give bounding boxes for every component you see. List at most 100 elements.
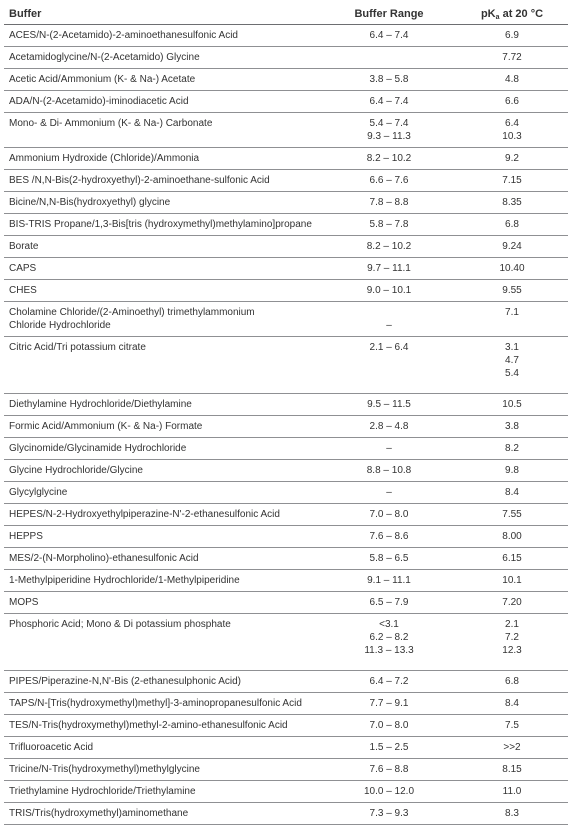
pka-cell: 8.4 [456, 482, 568, 503]
pka-cell-line: 3.8 [505, 421, 519, 432]
range-cell-line: 5.8 – 6.5 [369, 553, 409, 564]
header-pka-subscript: a [495, 14, 500, 21]
range-cell: 8.2 – 10.2 [322, 148, 456, 169]
buffer-cell-line: HEPES/N-2-Hydroxyethylpiperazine-N'-2-et… [9, 509, 280, 520]
table-row: Phosphoric Acid; Mono & Di potassium pho… [4, 614, 568, 671]
range-cell-line: 2.1 – 6.4 [369, 342, 409, 353]
pka-cell-line: 10.40 [499, 263, 525, 274]
range-cell: – [322, 482, 456, 503]
table-body: ACES/N-(2-Acetamido)-2-aminoethanesulfon… [4, 25, 568, 825]
header-pka: pKa at 20 °C [456, 8, 568, 21]
pka-cell-line: 9.55 [502, 285, 522, 296]
buffer-cell-line: ADA/N-(2-Acetamido)-iminodiacetic Acid [9, 96, 189, 107]
buffer-cell-line: Glycylglycine [9, 487, 68, 498]
pka-cell: 7.15 [456, 170, 568, 191]
range-cell-line: 5.8 – 7.8 [369, 219, 409, 230]
range-cell: 3.8 – 5.8 [322, 69, 456, 90]
pka-cell: 7.1 [456, 302, 568, 336]
range-cell-line: 1.5 – 2.5 [369, 742, 409, 753]
range-cell: 9.1 – 11.1 [322, 570, 456, 591]
range-cell-line: – [386, 320, 392, 331]
buffer-cell: Mono- & Di- Ammonium (K- & Na-) Carbonat… [4, 113, 322, 147]
buffer-cell: Glycinomide/Glycinamide Hydrochloride [4, 438, 322, 459]
buffer-cell-line: ACES/N-(2-Acetamido)-2-aminoethanesulfon… [9, 30, 238, 41]
range-cell-line: 8.2 – 10.2 [366, 241, 412, 252]
range-cell-line: 7.8 – 8.8 [369, 197, 409, 208]
pka-cell-line: 6.8 [505, 219, 519, 230]
buffer-cell: Bicine/N,N-Bis(hydroxyethyl) glycine [4, 192, 322, 213]
buffer-cell-line: TRIS/Tris(hydroxymethyl)aminomethane [9, 808, 189, 819]
table-row: Glycine Hydrochloride/Glycine 8.8 – 10.8 9… [4, 460, 568, 482]
table-row: Trifluoroacetic Acid 1.5 – 2.5 >>2 [4, 737, 568, 759]
pka-cell-line: >>2 [503, 742, 521, 753]
table-row: Cholamine Chloride/(2-Aminoethyl) trimet… [4, 302, 568, 337]
range-cell-line: 7.6 – 8.8 [369, 764, 409, 775]
pka-cell-line: 6.8 [505, 676, 519, 687]
table-header: Buffer Buffer Range pKa at 20 °C [4, 4, 568, 25]
pka-cell-line: 7.1 [505, 307, 519, 318]
pka-cell-line: 9.24 [502, 241, 522, 252]
table-row: Ammonium Hydroxide (Chloride)/Ammonia 8.2… [4, 148, 568, 170]
pka-cell: 2.1 7.2 12.3 [456, 614, 568, 661]
buffer-cell-line: Formic Acid/Ammonium (K- & Na-) Formate [9, 421, 203, 432]
buffer-cell-line: Bicine/N,N-Bis(hydroxyethyl) glycine [9, 197, 171, 208]
range-cell: 6.6 – 7.6 [322, 170, 456, 191]
pka-cell-line: 6.9 [505, 30, 519, 41]
pka-cell: 6.6 [456, 91, 568, 112]
table-row: Formic Acid/Ammonium (K- & Na-) Formate 2… [4, 416, 568, 438]
pka-cell-line: 7.15 [502, 175, 522, 186]
buffer-cell-line: Cholamine Chloride/(2-Aminoethyl) trimet… [9, 307, 255, 318]
range-cell-line: 10.0 – 12.0 [363, 786, 415, 797]
table-row: Acetamidoglycine/N-(2-Acetamido) Glycine… [4, 47, 568, 69]
pka-cell: 4.8 [456, 69, 568, 90]
pka-cell: 7.72 [456, 47, 568, 68]
table-row: ACES/N-(2-Acetamido)-2-aminoethanesulfon… [4, 25, 568, 47]
pka-cell-line: 12.3 [502, 645, 522, 656]
table-row: Mono- & Di- Ammonium (K- & Na-) Carbonat… [4, 113, 568, 148]
pka-cell-line: 5.4 [505, 368, 519, 379]
buffer-cell-line: Triethylamine Hydrochloride/Triethylamin… [9, 786, 196, 797]
buffer-cell-line: 1-Methylpiperidine Hydrochloride/1-Methy… [9, 575, 240, 586]
range-cell-line: 2.8 – 4.8 [369, 421, 409, 432]
table-row: MOPS 6.5 – 7.9 7.20 [4, 592, 568, 614]
table-row: PIPES/Piperazine-N,N'-Bis (2-ethanesulph… [4, 671, 568, 693]
range-cell-line: 11.3 – 13.3 [364, 645, 414, 656]
range-cell-line: 9.3 – 11.3 [367, 131, 411, 142]
range-cell: 7.7 – 9.1 [322, 693, 456, 714]
pka-cell-line: 8.35 [502, 197, 522, 208]
buffer-cell: Trifluoroacetic Acid [4, 737, 322, 758]
buffer-cell-line: CAPS [9, 263, 37, 274]
table-row: Glycylglycine – 8.4 [4, 482, 568, 504]
range-cell-line: 9.5 – 11.5 [367, 399, 411, 410]
buffer-cell: Acetic Acid/Ammonium (K- & Na-) Acetate [4, 69, 322, 90]
pka-cell-line: 10.3 [502, 131, 522, 142]
buffer-cell: 1-Methylpiperidine Hydrochloride/1-Methy… [4, 570, 322, 591]
buffer-cell: Glycylglycine [4, 482, 322, 503]
range-cell: 7.3 – 9.3 [322, 803, 456, 824]
range-cell [322, 47, 456, 68]
table-row: 1-Methylpiperidine Hydrochloride/1-Methy… [4, 570, 568, 592]
header-buffer-range: Buffer Range [354, 8, 424, 20]
pka-cell: 3.1 4.7 5.4 [456, 337, 568, 384]
range-cell: 5.8 – 6.5 [322, 548, 456, 569]
range-cell: 5.8 – 7.8 [322, 214, 456, 235]
pka-cell: 6.4 10.3 [456, 113, 568, 147]
range-cell-line [322, 51, 456, 64]
range-cell-line: 3.8 – 5.8 [369, 74, 409, 85]
table-row: Acetic Acid/Ammonium (K- & Na-) Acetate 3… [4, 69, 568, 91]
range-cell: 7.0 – 8.0 [322, 715, 456, 736]
buffer-cell-line: Chloride Hydrochloride [9, 320, 111, 331]
buffer-cell-line: MES/2-(N-Morpholino)-ethanesulfonic Acid [9, 553, 199, 564]
buffer-cell-line: BES /N,N-Bis(2-hydroxyethyl)-2-aminoetha… [9, 175, 270, 186]
pka-cell-line: 6.4 [505, 118, 519, 129]
buffer-cell-line: Mono- & Di- Ammonium (K- & Na-) Carbonat… [9, 118, 213, 129]
buffer-cell-line: Ammonium Hydroxide (Chloride)/Ammonia [9, 153, 200, 164]
table-row: TAPS/N-[Tris(hydroxymethyl)methyl]-3-ami… [4, 693, 568, 715]
buffer-cell: HEPPS [4, 526, 322, 547]
header-pka-suffix: at 20 °C [499, 8, 544, 20]
pka-cell-line: 6.6 [505, 96, 519, 107]
range-cell-line: 7.0 – 8.0 [369, 509, 409, 520]
range-cell: 9.5 – 11.5 [322, 394, 456, 415]
table-row: Diethylamine Hydrochloride/Diethylamine 9… [4, 394, 568, 416]
header-pka-prefix: pK [480, 8, 496, 20]
